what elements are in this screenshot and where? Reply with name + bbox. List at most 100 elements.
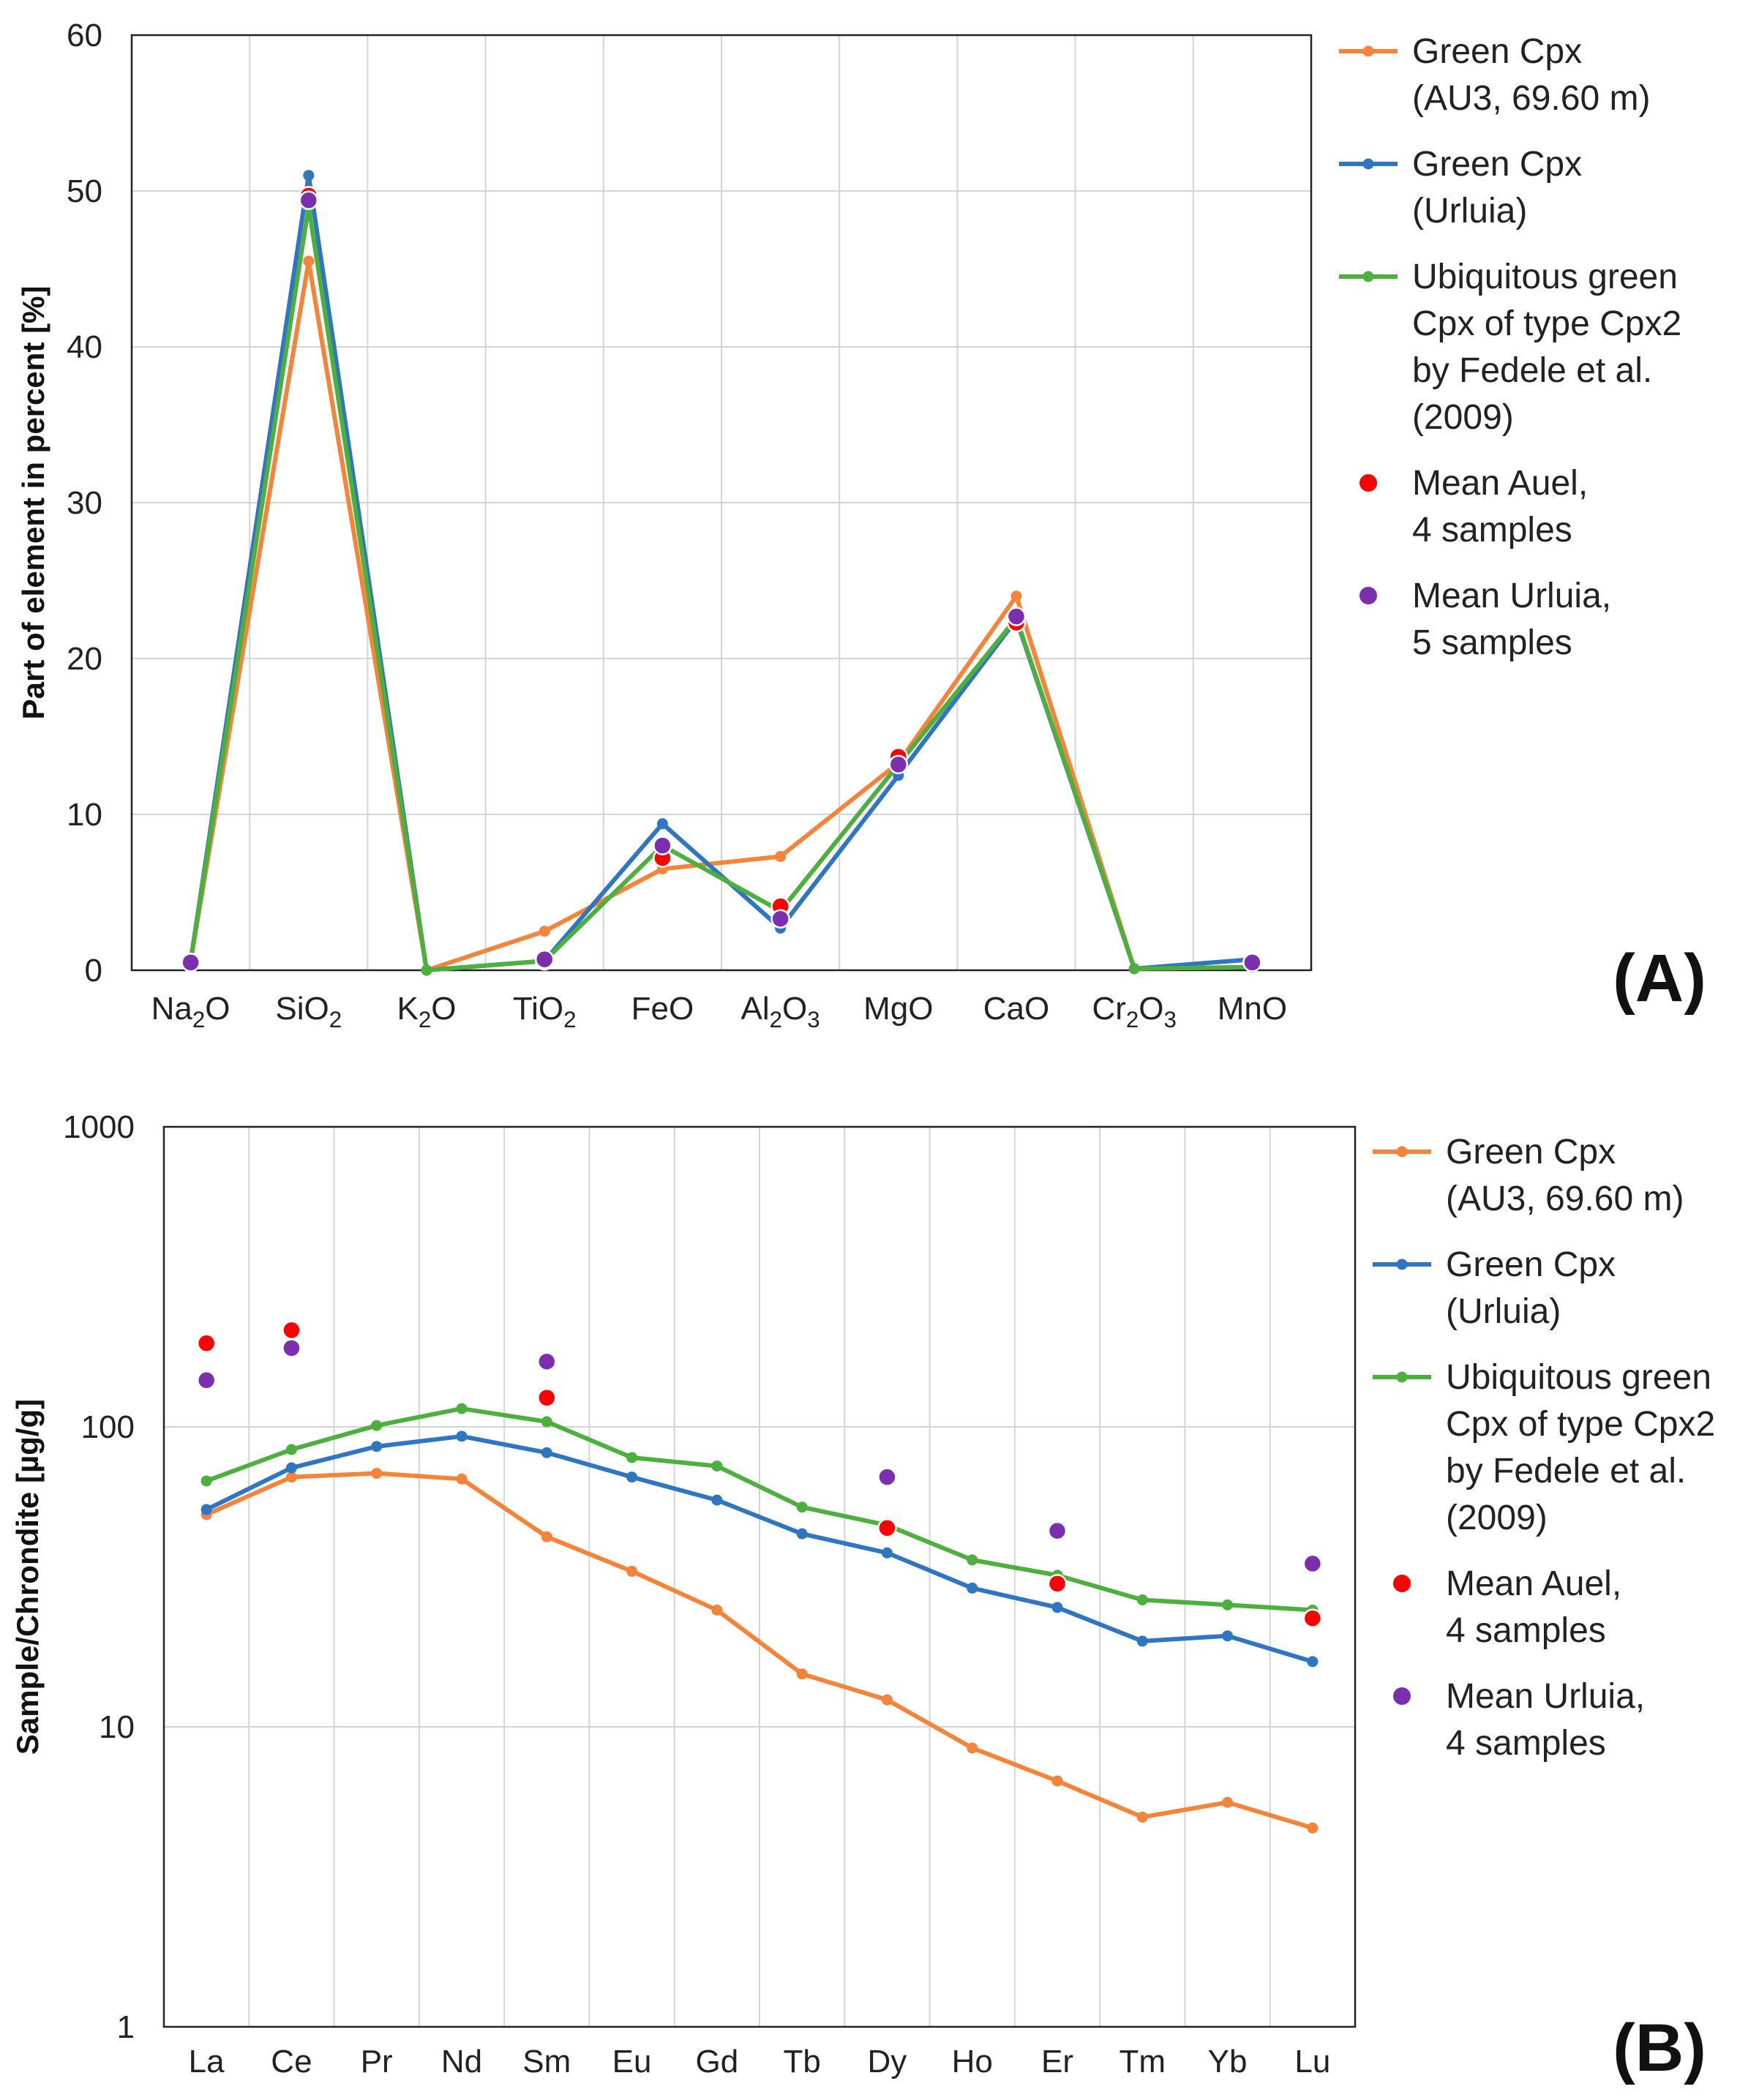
x-tick-label: Cr2O3 (1092, 991, 1176, 1032)
series-point (456, 1403, 468, 1414)
legend-point-swatch (1359, 587, 1377, 604)
legend-label: Green Cpx (1412, 32, 1582, 71)
series-point (626, 1452, 638, 1463)
x-tick-label: K2O (397, 991, 457, 1032)
series-mean-urluia-5-samples (181, 190, 1262, 972)
legend-label: (AU3, 69.60 m) (1412, 79, 1650, 118)
legend-entry: Ubiquitous green Cpx of type Cpx2 by Fedel… (1339, 258, 1681, 437)
legend-entry: Green Cpx (Urluia) (1373, 1245, 1616, 1331)
mean-point (1006, 607, 1027, 626)
x-tick-label: Gd (696, 2044, 739, 2080)
y-tick-label: 10 (67, 797, 102, 833)
legend: Green Cpx (AU3, 69.60 m) Green Cpx (Urluia)… (1339, 32, 1681, 662)
series-point (1051, 1775, 1063, 1787)
mean-point (877, 1518, 897, 1538)
series-point (775, 851, 787, 863)
panel-label: (B) (1613, 2011, 1706, 2085)
series-point (1222, 1630, 1234, 1642)
mean-point (1302, 1608, 1323, 1628)
series-line (206, 1406, 1313, 1613)
mean-point (282, 1320, 301, 1340)
legend-entry: Mean Auel, 4 samples (1359, 464, 1588, 550)
mean-point (1302, 1553, 1323, 1574)
legend-label: (Urluia) (1412, 192, 1527, 230)
x-tick-label: Sm (522, 2044, 571, 2080)
series-point (967, 1582, 978, 1594)
y-tick-label: 60 (67, 18, 102, 53)
series-line (205, 1433, 1313, 1664)
x-tick-label: Ce (271, 2044, 312, 2080)
series-point (1136, 1811, 1148, 1823)
x-tick-label: TiO2 (513, 991, 577, 1032)
series-point (1222, 1796, 1234, 1808)
series-point (303, 170, 315, 181)
plot-frame (130, 34, 1313, 972)
x-tick-label: Dy (868, 2044, 907, 2080)
series-point (285, 1462, 297, 1474)
legend-label: 5 samples (1412, 623, 1572, 662)
legend-point-swatch (1362, 158, 1374, 170)
series-line (188, 204, 1253, 972)
legend-point-swatch (1362, 271, 1374, 282)
y-tick-label: 20 (67, 641, 102, 677)
series-ubiquitous-green-cpx-of-type-cpx2-by-fedele-et-al-2009 (200, 1403, 1319, 1616)
legend-entry: Green Cpx (Urluia) (1339, 145, 1582, 230)
series-point (967, 1554, 978, 1566)
legend-label: (2009) (1412, 398, 1514, 437)
series-point (796, 1528, 808, 1540)
legend-point-swatch (1362, 45, 1374, 57)
gridlines (164, 1126, 1355, 2028)
mean-point (888, 754, 909, 775)
series-point (285, 1444, 297, 1455)
series-point (656, 818, 668, 830)
mean-point (770, 909, 790, 929)
series-point (541, 1531, 552, 1542)
legend-entry: Ubiquitous green Cpx of type Cpx2 by Fedel… (1373, 1358, 1715, 1537)
legend-label: Mean Urluia, (1412, 577, 1611, 615)
legend-label: Mean Urluia, (1446, 1677, 1645, 1716)
legend-point-swatch (1396, 1371, 1408, 1383)
x-tick-label: Eu (612, 2044, 652, 2080)
y-tick-label: 1 (117, 2009, 135, 2045)
series-point (456, 1473, 468, 1485)
y-tick-label: 1000 (63, 1109, 135, 1145)
mean-point (537, 1351, 557, 1372)
legend-label: (Urluia) (1446, 1292, 1561, 1331)
x-tick-label: Al2O3 (741, 991, 820, 1032)
x-tick-label: Ho (952, 2044, 993, 2080)
legend-entry: Mean Urluia, 4 samples (1393, 1677, 1645, 1763)
legend-label: Ubiquitous green (1412, 258, 1678, 296)
legend-label: Cpx of type Cpx2 (1412, 304, 1681, 343)
mean-point (534, 949, 555, 970)
series-point (541, 1416, 552, 1428)
legend-label: Mean Auel, (1446, 1564, 1621, 1603)
series-point (626, 1565, 638, 1577)
series-mean-urluia-4-samples (196, 1338, 1323, 1574)
series-point (796, 1501, 808, 1513)
legend-entry: Green Cpx (AU3, 69.60 m) (1339, 32, 1650, 118)
legend-label: 4 samples (1412, 511, 1572, 550)
legend-label: (AU3, 69.60 m) (1446, 1180, 1684, 1218)
mean-point (196, 1333, 217, 1353)
legend-label: Cpx of type Cpx2 (1446, 1405, 1715, 1444)
x-tick-label: Nd (441, 2044, 482, 2080)
mean-point (1242, 953, 1262, 972)
legend-label: 4 samples (1446, 1724, 1606, 1763)
series-point (626, 1471, 638, 1483)
legend-label: Green Cpx (1446, 1245, 1616, 1284)
x-tick-label: Pr (361, 2044, 393, 2080)
legend-point-swatch (1396, 1146, 1408, 1158)
series-point (711, 1460, 723, 1472)
mean-point (653, 836, 672, 855)
x-tick-label: FeO (631, 991, 694, 1027)
series-green-cpx-urluia (200, 1430, 1319, 1668)
mean-point (181, 953, 200, 972)
x-tick-label: Lu (1294, 2044, 1330, 2080)
series-point (303, 255, 315, 267)
mean-point (1047, 1520, 1068, 1541)
series-point (1222, 1599, 1234, 1610)
series-mean-auel-4-samples (196, 1320, 1323, 1628)
mean-point (196, 1370, 217, 1390)
y-tick-label: 40 (67, 329, 102, 365)
panel-a: 0 10 20 30 40 50 60 Na2O SiO2 K2O TiO2 FeO Al2O3 MgO C… (16, 18, 1706, 1032)
